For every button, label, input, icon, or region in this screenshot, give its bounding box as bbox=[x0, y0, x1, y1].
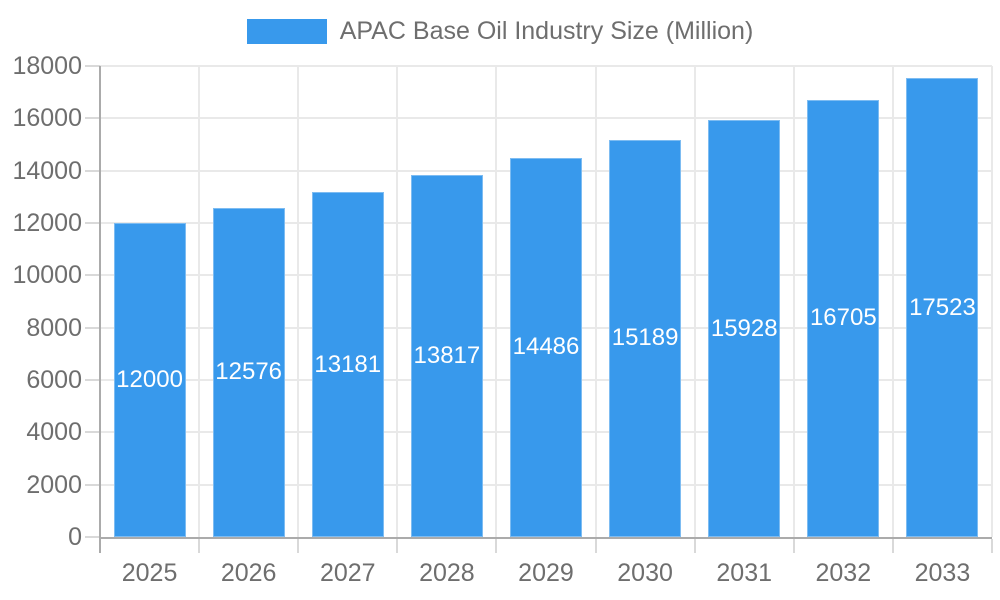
y-tick-mark bbox=[85, 326, 100, 329]
gridline-x-boundary-1 bbox=[198, 66, 201, 537]
gridline-x-boundary-4 bbox=[495, 66, 498, 537]
legend-label: APAC Base Oil Industry Size (Million) bbox=[339, 17, 754, 45]
plot-area: 12000 12576 13181 13817 14486 15189 15928 16705… bbox=[100, 65, 993, 537]
legend-swatch-icon bbox=[246, 18, 327, 44]
x-tick-mark bbox=[198, 539, 201, 553]
gridline-x-boundary-2 bbox=[297, 66, 300, 537]
x-tick-mark bbox=[297, 539, 300, 553]
x-axis-tick-label: 2028 bbox=[419, 559, 475, 587]
x-axis-tick-label: 2031 bbox=[716, 559, 773, 587]
bar-value-label: 12576 bbox=[215, 358, 283, 386]
y-axis-tick-label: 12000 bbox=[12, 209, 82, 237]
x-tick-mark bbox=[396, 539, 399, 553]
legend-item[interactable]: APAC Base Oil Industry Size (Million) bbox=[0, 14, 1000, 48]
x-axis-tick-label: 2033 bbox=[914, 559, 971, 587]
bar-value-label: 14486 bbox=[512, 333, 580, 361]
y-axis-tick-label: 2000 bbox=[26, 470, 82, 499]
bar-value-label: 13181 bbox=[314, 350, 382, 378]
x-axis-tick-label: 2030 bbox=[617, 559, 673, 587]
bar-value-label: 15928 bbox=[710, 314, 778, 342]
y-axis-tick-label: 10000 bbox=[12, 261, 82, 290]
y-axis-tick-label: 14000 bbox=[12, 156, 82, 185]
bar-2026[interactable]: 12576 bbox=[212, 207, 285, 537]
x-tick-mark bbox=[693, 539, 696, 553]
bar-value-label: 12000 bbox=[116, 366, 183, 393]
y-tick-mark bbox=[85, 65, 100, 67]
y-tick-mark bbox=[85, 431, 100, 434]
gridline-x-boundary-9 bbox=[991, 66, 993, 537]
y-axis-tick-label: 6000 bbox=[26, 366, 82, 394]
x-axis-tick-label: 2029 bbox=[518, 559, 574, 587]
x-tick-mark bbox=[991, 539, 993, 553]
y-axis-line bbox=[99, 66, 101, 553]
bar-2030[interactable]: 15189 bbox=[609, 139, 682, 537]
y-axis-tick-label: 8000 bbox=[26, 313, 82, 342]
bar-2028[interactable]: 13817 bbox=[410, 175, 483, 537]
y-axis-tick-label: 16000 bbox=[12, 104, 82, 133]
x-axis-tick-label: 2025 bbox=[121, 559, 178, 587]
y-tick-mark bbox=[85, 379, 100, 381]
bar-2032[interactable]: 16705 bbox=[807, 99, 880, 537]
gridline-y-16000 bbox=[100, 117, 992, 120]
x-axis-tick-label: 2027 bbox=[319, 559, 376, 587]
y-axis-tick-label: 0 bbox=[68, 523, 82, 551]
y-tick-mark bbox=[85, 536, 100, 538]
gridline-x-boundary-5 bbox=[594, 66, 597, 537]
bar-value-label: 17523 bbox=[909, 293, 976, 321]
gridline-x-boundary-3 bbox=[396, 66, 399, 537]
x-tick-mark bbox=[792, 539, 795, 553]
bar-2031[interactable]: 15928 bbox=[708, 120, 781, 537]
gridline-x-boundary-7 bbox=[792, 66, 795, 537]
y-tick-mark bbox=[85, 483, 100, 486]
gridline-x-boundary-6 bbox=[693, 66, 696, 537]
y-axis-tick-label: 18000 bbox=[12, 52, 82, 80]
x-tick-mark bbox=[594, 539, 597, 553]
bar-2027[interactable]: 13181 bbox=[311, 192, 384, 537]
x-axis-line bbox=[99, 537, 992, 539]
bar-value-label: 15189 bbox=[611, 324, 679, 352]
bar-value-label: 16705 bbox=[809, 304, 877, 332]
gridline-x-boundary-8 bbox=[891, 66, 894, 537]
gridline-y-18000 bbox=[100, 65, 992, 67]
y-tick-mark bbox=[85, 169, 100, 172]
x-axis-tick-label: 2026 bbox=[220, 559, 277, 587]
y-tick-mark bbox=[85, 117, 100, 120]
y-tick-mark bbox=[85, 274, 100, 277]
bar-2033[interactable]: 17523 bbox=[906, 78, 979, 537]
y-axis-tick-label: 4000 bbox=[26, 418, 82, 447]
bar-value-label: 13817 bbox=[413, 342, 481, 370]
x-tick-mark bbox=[495, 539, 498, 553]
bar-2029[interactable]: 14486 bbox=[510, 157, 582, 537]
x-axis-tick-label: 2032 bbox=[815, 559, 872, 587]
x-tick-mark bbox=[891, 539, 894, 553]
bar-2025[interactable]: 12000 bbox=[113, 223, 186, 537]
y-tick-mark bbox=[85, 222, 100, 224]
